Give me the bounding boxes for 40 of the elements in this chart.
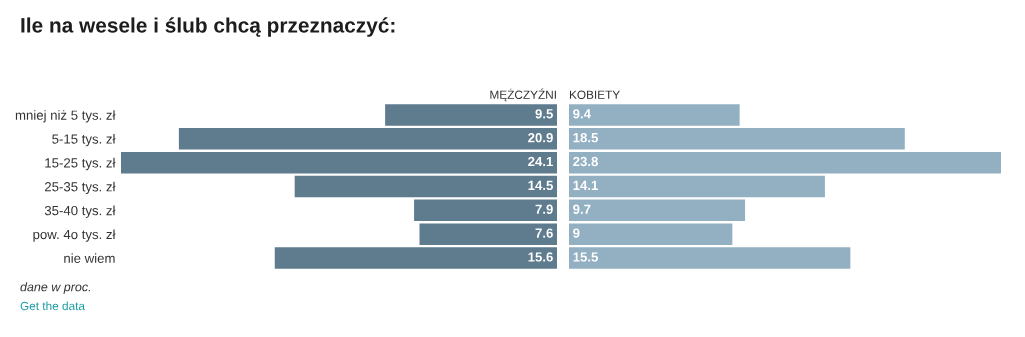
x-axis-title: MĘŻCZYŹNI: [490, 88, 556, 102]
data-label: 23.8: [573, 156, 598, 167]
data-label: 7.6: [535, 228, 553, 238]
bar: [569, 223, 733, 245]
bar: [569, 151, 1001, 174]
y-tick-label: pow. 4o tys. zł: [33, 229, 116, 242]
y-tick-label: 35-40 tys. zł: [44, 205, 116, 218]
data-label: 20.9: [528, 132, 553, 143]
data-label: 15.6: [528, 252, 553, 262]
data-label: 9.7: [573, 204, 591, 214]
bar: [414, 199, 557, 222]
bar: [569, 128, 905, 150]
data-label: 9.5: [535, 109, 553, 119]
data-label: 14.1: [573, 180, 598, 190]
bar: [385, 104, 557, 126]
data-label: 9: [573, 228, 580, 238]
x-axis-title: KOBIETY: [569, 90, 620, 99]
data-label: 15.5: [573, 252, 598, 262]
data-label: 18.5: [573, 132, 598, 143]
data-label: 14.5: [528, 180, 553, 191]
bar: [121, 151, 557, 174]
text: dane w proc.: [20, 282, 91, 294]
y-tick-label: 15-25 tys. zł: [45, 157, 116, 171]
bar: [569, 199, 746, 222]
bar: [569, 175, 825, 198]
y-tick-label: mniej niż 5 tys. zł: [15, 110, 116, 123]
y-tick-label: 25-35 tys. zł: [44, 181, 116, 195]
bar: [274, 247, 557, 269]
bar: [294, 175, 557, 198]
data-label: 9.4: [573, 109, 591, 119]
y-tick-label: nie wiem: [64, 253, 115, 263]
bar: [569, 247, 851, 269]
data-label: 7.9: [535, 204, 553, 214]
bar: [178, 128, 557, 150]
text: Get the data: [20, 301, 85, 311]
chart-title: Ile na wesele i ślub chcą przeznaczyć:: [21, 17, 395, 37]
bar: [419, 223, 557, 245]
data-label: 24.1: [528, 156, 553, 167]
y-tick-label: 5-15 tys. zł: [52, 134, 116, 147]
bar: [569, 104, 740, 126]
